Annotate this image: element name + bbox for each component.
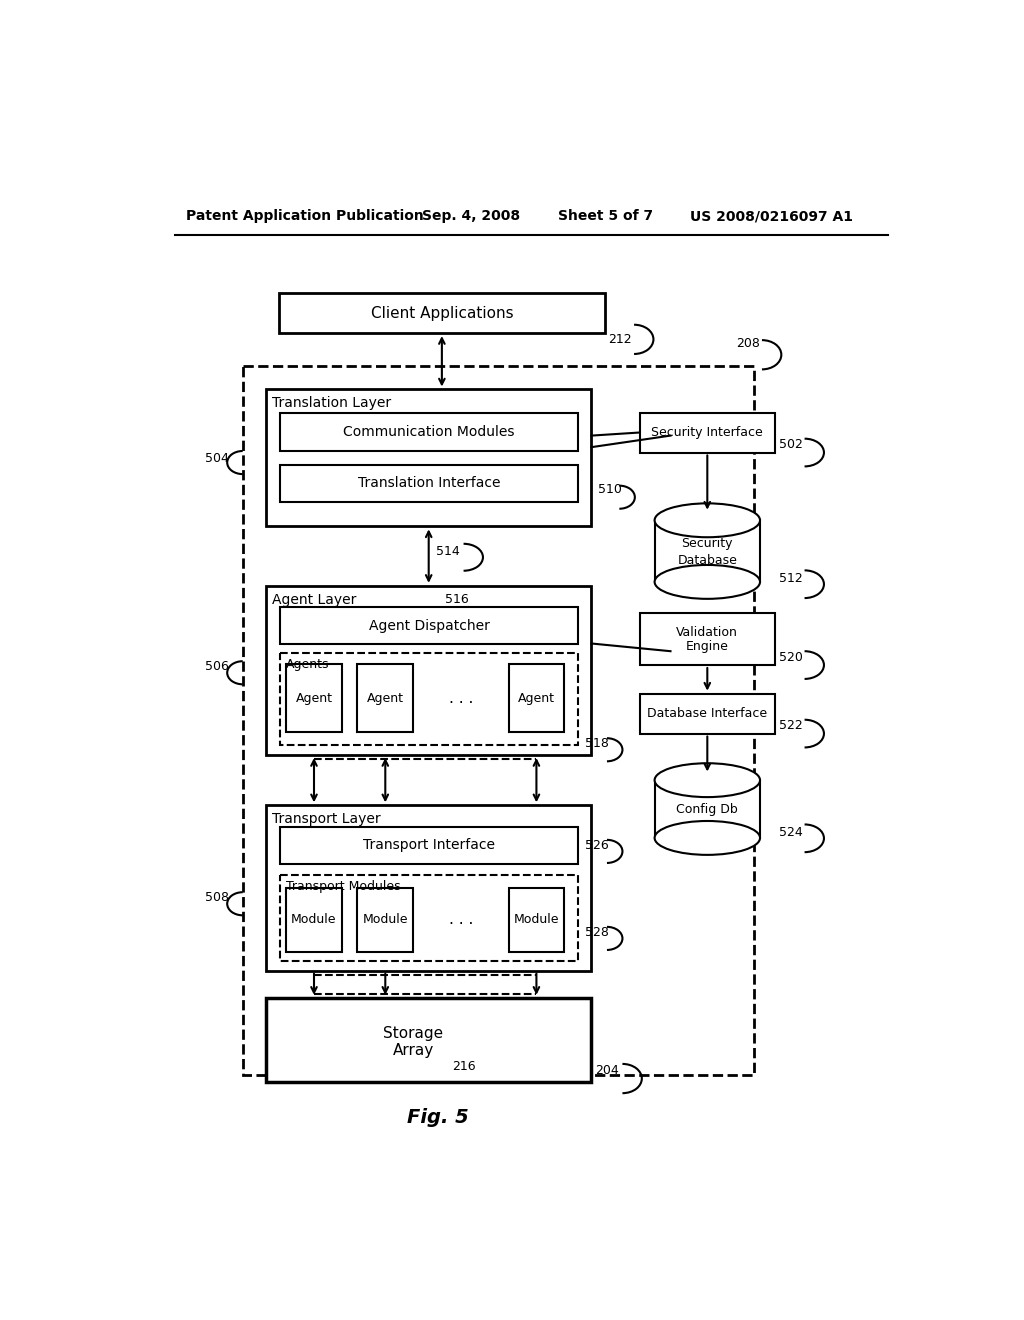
Bar	[266, 586, 592, 755]
Bar	[280, 607, 579, 644]
Text: 518: 518	[586, 737, 609, 750]
Text: 504: 504	[205, 453, 228, 465]
Text: Translation Layer: Translation Layer	[272, 396, 391, 411]
Bar	[654, 520, 760, 582]
Bar	[280, 465, 579, 502]
Bar	[286, 888, 342, 952]
Text: Sep. 4, 2008: Sep. 4, 2008	[423, 209, 520, 223]
Bar	[357, 888, 414, 952]
Bar	[509, 888, 564, 952]
Text: 512: 512	[779, 572, 803, 585]
Text: 212: 212	[608, 333, 632, 346]
Bar	[509, 664, 564, 733]
Bar	[280, 412, 579, 451]
Text: 508: 508	[205, 891, 228, 904]
Text: Database: Database	[677, 554, 737, 566]
Text: Transport Modules: Transport Modules	[286, 879, 400, 892]
Text: 502: 502	[779, 438, 803, 451]
Bar	[640, 612, 775, 665]
Text: . . .: . . .	[449, 912, 473, 928]
Bar	[266, 389, 592, 527]
Text: Patent Application Publication: Patent Application Publication	[186, 209, 424, 223]
Bar	[654, 780, 760, 838]
Bar	[280, 874, 579, 961]
Text: 204: 204	[595, 1064, 620, 1077]
Ellipse shape	[654, 565, 760, 599]
Text: . . .: . . .	[449, 690, 473, 706]
Bar	[266, 998, 592, 1082]
Text: 528: 528	[586, 925, 609, 939]
Bar	[640, 693, 775, 734]
Text: Config Db: Config Db	[677, 803, 738, 816]
Text: Engine: Engine	[686, 640, 729, 653]
Text: Security Interface: Security Interface	[651, 426, 763, 440]
Text: Transport Interface: Transport Interface	[364, 838, 495, 853]
Ellipse shape	[654, 763, 760, 797]
Text: Agent: Agent	[518, 692, 555, 705]
Text: Module: Module	[514, 913, 559, 927]
Text: Translation Interface: Translation Interface	[357, 477, 501, 490]
Text: Module: Module	[362, 913, 408, 927]
Ellipse shape	[654, 503, 760, 537]
Text: Transport Layer: Transport Layer	[272, 812, 381, 826]
Text: Agent Dispatcher: Agent Dispatcher	[369, 619, 489, 632]
Text: Client Applications: Client Applications	[371, 306, 513, 321]
Bar	[280, 293, 604, 333]
Bar	[357, 664, 414, 733]
Text: Security: Security	[682, 537, 733, 550]
Text: Agent: Agent	[367, 692, 403, 705]
Bar	[280, 826, 579, 863]
Text: Storage: Storage	[383, 1027, 443, 1041]
Text: Agent: Agent	[296, 692, 333, 705]
Text: Validation: Validation	[677, 626, 738, 639]
Text: 524: 524	[779, 825, 803, 838]
Text: Communication Modules: Communication Modules	[343, 425, 515, 438]
Text: 506: 506	[205, 660, 228, 673]
Text: Agent Layer: Agent Layer	[272, 593, 356, 607]
Text: 516: 516	[444, 593, 468, 606]
Text: Module: Module	[291, 913, 337, 927]
Text: Agents: Agents	[286, 657, 330, 671]
Bar	[286, 664, 342, 733]
Text: 208: 208	[736, 337, 760, 350]
Bar	[243, 367, 755, 1074]
Text: Sheet 5 of 7: Sheet 5 of 7	[558, 209, 653, 223]
Ellipse shape	[654, 821, 760, 855]
Text: US 2008/0216097 A1: US 2008/0216097 A1	[690, 209, 853, 223]
Text: 522: 522	[779, 719, 803, 733]
Text: Array: Array	[392, 1043, 434, 1059]
Text: 526: 526	[586, 838, 609, 851]
Text: 520: 520	[779, 651, 803, 664]
Text: 216: 216	[452, 1060, 475, 1073]
Text: 510: 510	[598, 483, 622, 496]
Text: Database Interface: Database Interface	[647, 708, 767, 721]
Bar	[266, 805, 592, 970]
Text: Fig. 5: Fig. 5	[408, 1107, 469, 1126]
Text: 514: 514	[436, 545, 460, 557]
Bar	[280, 653, 579, 744]
Bar	[640, 412, 775, 453]
